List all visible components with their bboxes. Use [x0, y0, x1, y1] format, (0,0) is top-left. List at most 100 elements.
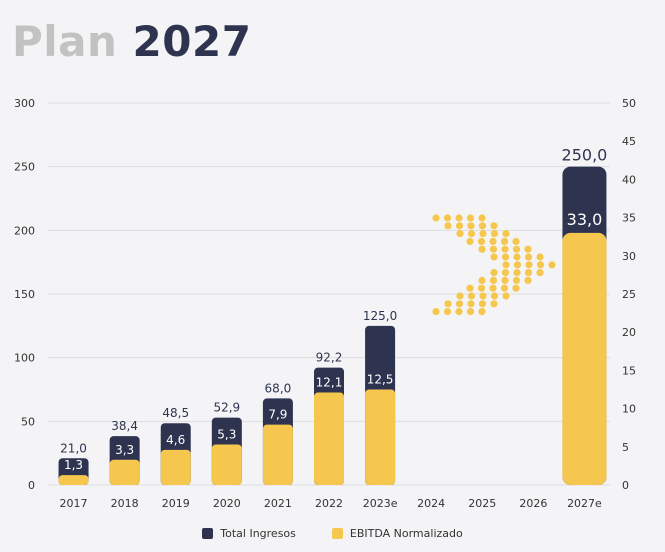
- bar-ebitda: [109, 459, 140, 485]
- y-right-tick: 35: [622, 212, 636, 225]
- x-tick: 2027e: [567, 497, 602, 510]
- bar-ebitda: [365, 389, 396, 485]
- legend-item-ebitda: EBITDA Normalizado: [331, 527, 463, 540]
- y-left-tick: 300: [14, 97, 35, 110]
- arrow-dot: [513, 269, 521, 277]
- arrow-dot: [478, 245, 486, 253]
- x-tick: 2019: [162, 497, 190, 510]
- y-left-tick: 200: [14, 224, 35, 237]
- chart-legend: Total Ingresos EBITDA Normalizado: [0, 527, 665, 540]
- arrow-dot: [536, 269, 544, 277]
- arrow-dot: [456, 292, 464, 300]
- arrow-dot: [501, 245, 509, 253]
- arrow-dot: [525, 261, 533, 269]
- y-left-tick: 50: [21, 415, 35, 428]
- arrow-dot: [478, 300, 487, 308]
- y-right-tick: 5: [622, 441, 629, 454]
- arrow-dot: [466, 284, 474, 292]
- x-tick: 2022: [315, 497, 343, 510]
- legend-swatch-ingresos: [202, 528, 214, 539]
- legend-label-ebitda: EBITDA Normalizado: [349, 527, 463, 540]
- arrow-dot: [490, 269, 498, 277]
- arrow-dot: [502, 292, 510, 300]
- arrow-dot: [455, 308, 463, 316]
- bar-ebitda: [160, 449, 191, 485]
- data-label-ingresos: 38,4: [111, 419, 138, 433]
- arrow-dot: [502, 230, 510, 238]
- arrow-dot: [467, 292, 476, 300]
- arrow-dot: [432, 308, 440, 316]
- arrow-dot: [501, 276, 509, 284]
- data-label-ebitda: 7,9: [268, 408, 287, 422]
- arrow-dot: [536, 261, 545, 269]
- arrow-dot: [512, 276, 521, 284]
- legend-item-ingresos: Total Ingresos: [202, 527, 296, 540]
- arrow-dot: [455, 214, 463, 222]
- arrow-dot: [466, 237, 474, 245]
- x-tick: 2026: [519, 497, 547, 510]
- arrow-dot: [513, 253, 521, 261]
- y-left-tick: 0: [28, 479, 35, 492]
- arrow-dot: [512, 284, 520, 292]
- data-label-ingresos: 48,5: [162, 406, 189, 420]
- data-label-ebitda: 1,3: [64, 458, 83, 472]
- arrow-dot: [501, 269, 510, 277]
- x-tick: 2017: [60, 497, 88, 510]
- x-tick: 2018: [111, 497, 139, 510]
- arrow-dot: [489, 245, 498, 253]
- y-right-tick: 20: [622, 326, 636, 339]
- arrow-dot: [466, 214, 475, 222]
- arrow-dot: [489, 284, 497, 292]
- arrow-dot: [524, 253, 533, 261]
- arrow-dot: [490, 292, 499, 300]
- arrow-dot: [490, 300, 498, 308]
- arrow-dot: [443, 214, 452, 222]
- y-right-tick: 0: [622, 479, 629, 492]
- arrow-dot: [455, 222, 464, 230]
- arrow-dot: [489, 237, 497, 245]
- bar-ebitda: [211, 444, 242, 485]
- y-right-tick: 50: [622, 97, 636, 110]
- arrow-dot: [443, 308, 452, 316]
- arrow-dot: [490, 222, 498, 230]
- arrow-dot: [500, 284, 509, 292]
- arrow-dot: [502, 261, 510, 269]
- data-label-ebitda: 4,6: [166, 433, 185, 447]
- arrow-dot: [444, 222, 452, 230]
- arrow-dot: [524, 245, 532, 253]
- bar-ebitda: [58, 475, 89, 485]
- arrow-dot: [444, 300, 452, 308]
- data-label-ingresos: 21,0: [60, 441, 87, 455]
- arrow-dot: [477, 284, 486, 292]
- arrow-dot: [512, 237, 520, 245]
- arrow-dot: [478, 214, 486, 222]
- arrow-dot: [478, 276, 486, 284]
- data-label-ingresos: 92,2: [316, 351, 343, 365]
- data-label-ingresos: 250,0: [562, 146, 608, 165]
- y-right-tick: 30: [622, 250, 636, 263]
- page-title: Plan 2027: [12, 14, 251, 70]
- y-right-tick: 45: [622, 135, 636, 148]
- x-tick: 2020: [213, 497, 241, 510]
- arrow-dot: [524, 276, 532, 284]
- data-label-ingresos: 125,0: [363, 309, 397, 323]
- legend-swatch-ebitda: [331, 528, 343, 539]
- arrow-dot: [478, 308, 486, 316]
- y-left-tick: 250: [14, 161, 35, 174]
- data-label-ebitda: 12,1: [316, 376, 343, 390]
- bar-ebitda: [314, 392, 344, 485]
- legend-label-ingresos: Total Ingresos: [220, 527, 296, 540]
- arrow-dot: [479, 292, 487, 300]
- y-right-tick: 10: [622, 403, 636, 416]
- title-plan: Plan: [12, 17, 118, 66]
- data-label-ebitda: 3,3: [115, 443, 134, 457]
- y-left-tick: 150: [14, 288, 35, 301]
- arrow-dot: [467, 300, 475, 308]
- arrow-dot: [478, 222, 487, 230]
- arrow-dot: [456, 230, 464, 238]
- arrow-dot: [466, 308, 475, 316]
- x-tick: 2024: [417, 497, 445, 510]
- arrow-dot: [548, 261, 556, 269]
- data-label-ebitda: 5,3: [217, 428, 236, 442]
